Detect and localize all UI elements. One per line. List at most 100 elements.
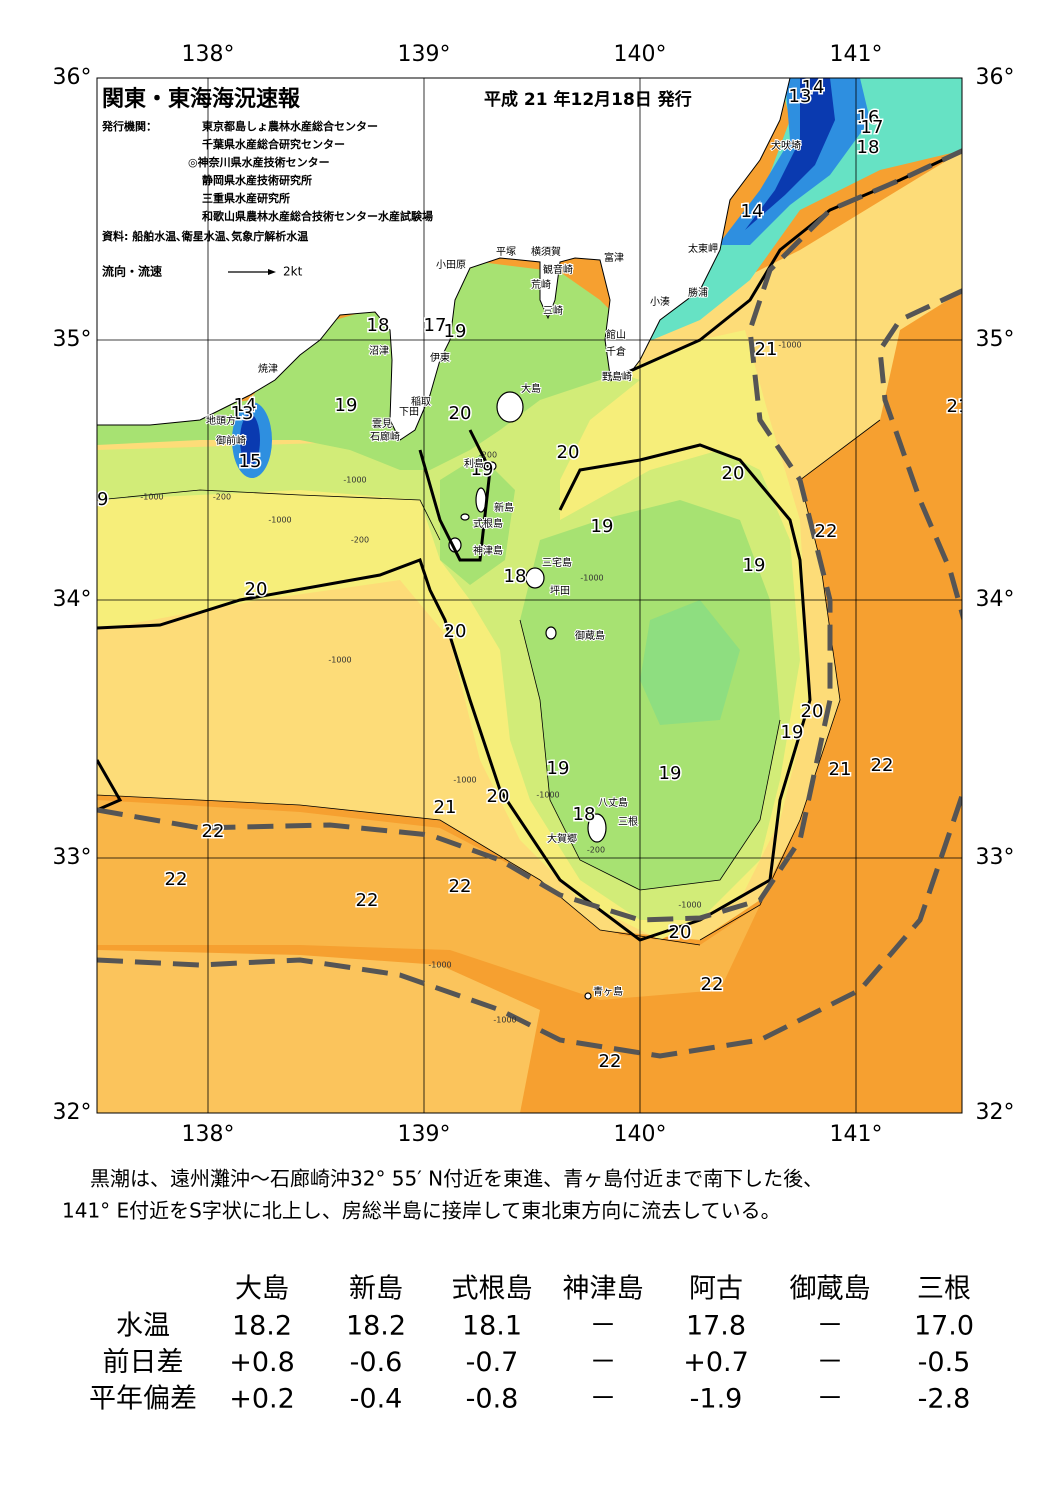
temperature-label: 13: [231, 403, 254, 424]
contour-20: [97, 149, 962, 942]
temperature-label: 13: [789, 86, 812, 107]
temperature-label: 19: [335, 395, 358, 416]
contour: [418, 429, 492, 562]
column-header: 御蔵島: [790, 1274, 871, 1305]
sea-zone: [640, 600, 740, 725]
temperature-label: 21: [829, 759, 852, 780]
cell: －: [817, 1384, 844, 1415]
temperature-label: 20: [444, 621, 467, 642]
dashed-line: [877, 288, 962, 621]
island: [587, 813, 607, 843]
place-name: 大島: [521, 382, 541, 395]
place-name: 神津島: [473, 544, 503, 557]
cell: －: [590, 1311, 617, 1342]
contour: [97, 759, 123, 812]
temperature-label: 22: [701, 974, 724, 995]
temperature-label: 20: [669, 922, 692, 943]
place-name: 稲取: [411, 396, 431, 408]
place-name: 館山: [606, 328, 626, 341]
sea-zone: [240, 414, 260, 466]
contour: [97, 794, 701, 946]
temperature-label: 20: [245, 579, 268, 600]
lon-label: 141°: [830, 42, 883, 67]
row-label: 平年偏差: [89, 1384, 197, 1415]
place-name: 犬吠埼: [771, 139, 801, 152]
temperature-label: 22: [202, 821, 225, 842]
place-name: 三宅島: [542, 556, 572, 569]
publisher-label: 発行機関：: [101, 119, 157, 133]
temperature-label: 19: [781, 722, 804, 743]
place-name: 三根: [618, 815, 638, 828]
depth-label: -1000: [493, 1016, 516, 1025]
publisher: 東京都島しょ農林水産総合センター: [202, 119, 378, 133]
place-name: 御蔵島: [575, 629, 605, 642]
lat-label: 34°: [976, 587, 1015, 612]
temperature-label: 17: [861, 117, 884, 138]
temperature-label: 22: [449, 876, 472, 897]
temperature-label: 19: [743, 555, 766, 576]
cell: 18.1: [462, 1311, 522, 1342]
island: [545, 626, 557, 640]
sea-zone: [745, 78, 835, 230]
place-name: 小田原: [436, 259, 466, 271]
place-name: 千倉: [606, 345, 626, 358]
temperature-label: 19: [444, 321, 467, 342]
island: [584, 992, 592, 1000]
cell: －: [817, 1311, 844, 1342]
temperature-label: 20: [449, 403, 472, 424]
temperature-label: 14: [802, 77, 825, 98]
publisher: 千葉県水産総合研究センター: [202, 137, 345, 151]
cell: +0.2: [229, 1384, 295, 1415]
cell: -1.9: [690, 1384, 743, 1415]
temperature-label: 19: [659, 763, 682, 784]
temperature-label: 19: [471, 459, 494, 480]
dashed-line: [97, 148, 962, 923]
temperature-label: 18: [367, 315, 390, 336]
place-name: 式根島: [473, 517, 503, 530]
depth-label: -1000: [140, 493, 163, 502]
place-name: 勝浦: [688, 286, 708, 299]
place-name: 新島: [494, 501, 514, 514]
place-name: 伊東: [430, 351, 450, 364]
contour: [519, 619, 781, 891]
lon-label: 138°: [182, 1122, 235, 1147]
date: 平成 21 年12月18日 発行: [484, 89, 692, 110]
depth-label: -1000: [580, 574, 603, 583]
temperature-label: 22: [815, 521, 838, 542]
island: [496, 391, 524, 423]
depth-label: -1000: [343, 476, 366, 485]
row-label: 水温: [116, 1311, 170, 1342]
depth-label: -1000: [778, 341, 801, 350]
land: [97, 78, 791, 441]
cell: +0.8: [229, 1347, 295, 1378]
place-name: 御前崎: [216, 434, 246, 447]
temperature-label: 20: [722, 463, 745, 484]
publisher: 静岡県水産技術研究所: [202, 173, 312, 187]
depth-label: -1000: [328, 656, 351, 665]
lat-label: 33°: [53, 845, 92, 870]
place-name: 富津: [604, 251, 624, 264]
lat-label: 36°: [53, 65, 92, 90]
contour: [97, 489, 441, 541]
temperature-label: 22: [871, 755, 894, 776]
column-header: 大島: [235, 1274, 289, 1305]
summary-line: 黒潮は、遠州灘沖～石廊崎沖32° 55′ N付近を東進、青ヶ島付近まで南下した後…: [90, 1167, 823, 1191]
column-header: 阿古: [689, 1274, 743, 1305]
lat-label: 33°: [976, 845, 1015, 870]
cell: -0.7: [466, 1347, 519, 1378]
place-name: 下田: [399, 407, 419, 418]
place-name: 横須賀: [531, 245, 561, 258]
lat-label: 35°: [53, 327, 92, 352]
lon-label: 139°: [398, 42, 451, 67]
cell: －: [590, 1384, 617, 1415]
place-name: 利島: [464, 457, 484, 470]
cell: －: [817, 1347, 844, 1378]
temperature-label: 18: [857, 137, 880, 158]
cell: -0.5: [918, 1347, 971, 1378]
temperature-label: 21: [947, 396, 970, 417]
lon-label: 140°: [614, 42, 667, 67]
